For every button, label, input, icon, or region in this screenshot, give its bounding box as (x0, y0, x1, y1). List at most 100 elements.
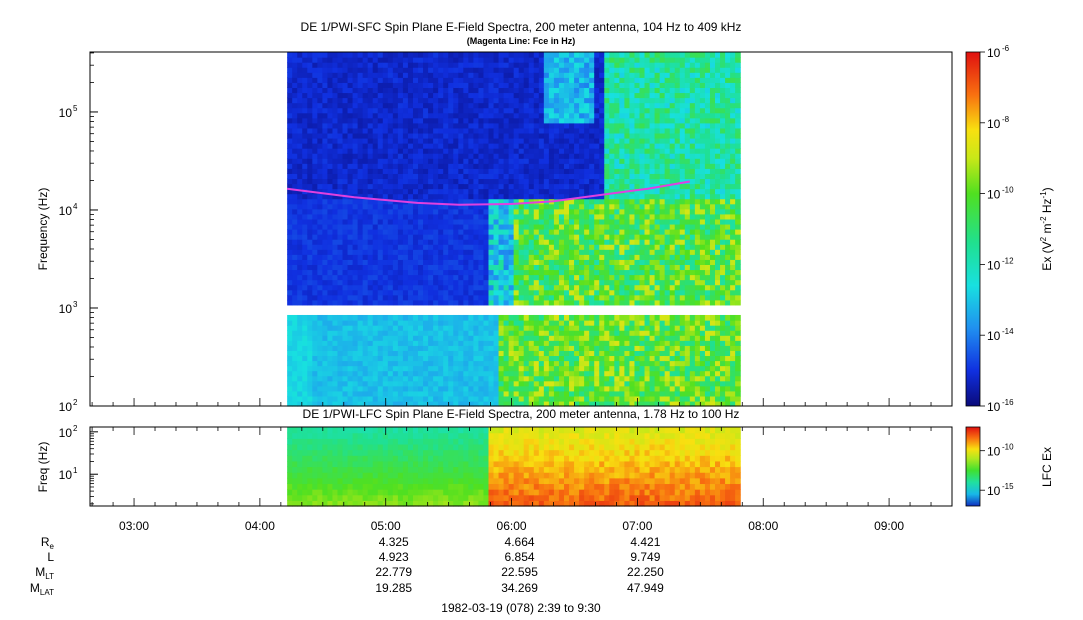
sfc-cell (518, 87, 525, 94)
sfc-cell (584, 137, 590, 144)
sfc-cell (619, 173, 625, 180)
sfc-cell (609, 264, 615, 271)
sfc-cell (543, 168, 550, 174)
sfc-cell (337, 320, 344, 326)
sfc-cell (423, 345, 429, 351)
sfc-cell (629, 173, 636, 180)
sfc-cell (312, 77, 318, 83)
sfc-cell (523, 294, 530, 301)
sfc-cell (317, 239, 323, 245)
sfc-cell (609, 365, 615, 372)
sfc-cell (423, 279, 429, 286)
sfc-cell (428, 198, 434, 205)
sfc-cell (538, 67, 545, 73)
sfc-cell (478, 314, 485, 321)
sfc-cell (453, 143, 459, 149)
sfc-cell (292, 67, 298, 73)
sfc-cell (317, 178, 323, 185)
sfc-cell (614, 380, 620, 387)
sfc-cell (634, 208, 641, 215)
sfc-cell (548, 249, 555, 255)
sfc-cell (654, 370, 661, 377)
sfc-cell (508, 340, 515, 346)
sfc-cell (458, 163, 464, 169)
sfc-cell (584, 355, 590, 362)
sfc-cell (634, 82, 641, 88)
sfc-cell (543, 335, 550, 341)
sfc-cell (407, 244, 414, 250)
sfc-cell (553, 57, 560, 63)
sfc-cell (569, 213, 575, 220)
sfc-cell (553, 294, 560, 301)
sfc-cell (407, 284, 414, 291)
sfc-cell (307, 57, 313, 63)
sfc-cell (599, 92, 605, 99)
sfc-cell (392, 284, 399, 291)
sfc-cell (372, 279, 379, 286)
sfc-cell (468, 350, 474, 357)
sfc-cell (292, 107, 298, 114)
sfc-cell (609, 82, 615, 88)
sfc-cell (589, 229, 595, 235)
sfc-cell (397, 188, 404, 195)
sfc-cell (292, 117, 298, 124)
sfc-cell (438, 97, 444, 104)
sfc-cell (453, 380, 459, 387)
sfc-cell (493, 112, 500, 119)
sfc-cell (347, 234, 354, 240)
sfc-cell (488, 193, 495, 200)
sfc-cell (619, 335, 625, 341)
sfc-cell (433, 208, 439, 215)
sfc-cell (473, 148, 480, 154)
sfc-cell (287, 385, 293, 392)
sfc-cell (639, 325, 646, 331)
sfc-cell (564, 375, 570, 382)
sfc-cell (528, 375, 535, 382)
sfc-cell (503, 198, 510, 205)
sfc-cell (397, 350, 404, 357)
sfc-cell (528, 249, 535, 255)
sfc-cell (433, 269, 439, 276)
sfc-cell (614, 375, 620, 382)
sfc-cell (493, 244, 500, 250)
sfc-cell (619, 340, 625, 346)
sfc-cell (392, 244, 399, 250)
sfc-cell (624, 173, 631, 180)
sfc-cell (418, 183, 424, 190)
sfc-cell (312, 299, 318, 306)
sfc-cell (639, 97, 646, 104)
sfc-cell (322, 122, 329, 129)
sfc-cell (493, 117, 500, 124)
sfc-cell (428, 112, 434, 119)
sfc-cell (302, 57, 308, 63)
sfc-cell (453, 294, 459, 301)
sfc-cell (629, 77, 636, 83)
sfc-cell (528, 239, 535, 245)
sfc-cell (483, 229, 490, 235)
sfc-cell (448, 345, 454, 351)
sfc-cell (407, 335, 414, 341)
sfc-cell (513, 269, 520, 276)
sfc-cell (649, 203, 656, 210)
sfc-cell (619, 249, 625, 255)
sfc-cell (392, 148, 399, 154)
sfc-cell (558, 259, 565, 265)
sfc-cell (317, 380, 323, 387)
sfc-cell (352, 158, 359, 164)
sfc-cell (629, 67, 636, 73)
sfc-cell (287, 223, 293, 230)
sfc-cell (644, 213, 651, 220)
sfc-cell (473, 168, 480, 174)
sfc-cell (594, 254, 600, 260)
sfc-cell (493, 370, 500, 377)
sfc-cell (548, 218, 555, 225)
sfc-cell (604, 269, 610, 276)
sfc-cell (352, 208, 359, 215)
sfc-cell (609, 330, 615, 336)
sfc-cell (287, 137, 293, 144)
sfc-cell (352, 350, 359, 357)
sfc-cell (302, 279, 308, 286)
sfc-cell (287, 102, 293, 109)
sfc-cell (392, 173, 399, 180)
sfc-cell (564, 269, 570, 276)
